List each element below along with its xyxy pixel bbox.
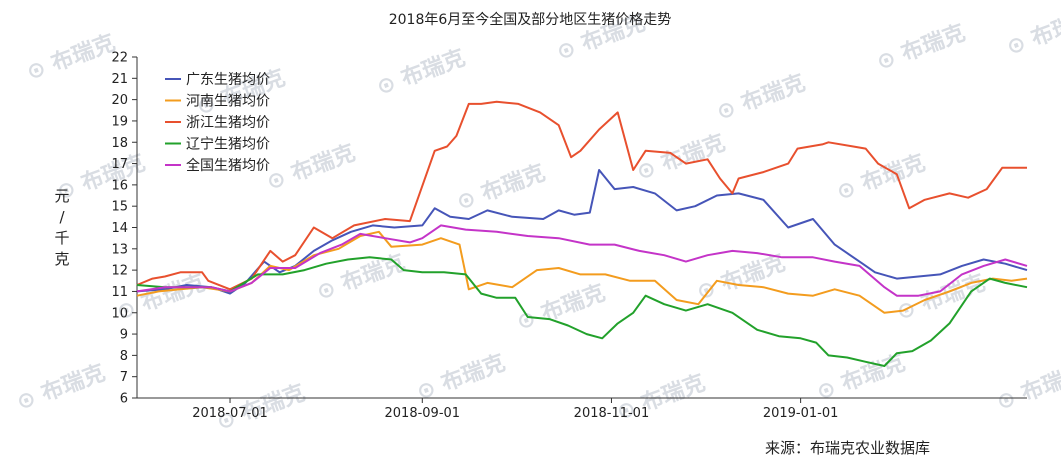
legend-label: 广东生猪均价 bbox=[186, 72, 270, 88]
y-axis: 6 7 8 9 10 11 12 13 14 15 16 17 18 19 20 21 22 bbox=[111, 51, 138, 407]
watermark-text: ⊙ 布瑞克 bbox=[13, 360, 108, 416]
legend-label: 辽宁生猪均价 bbox=[186, 136, 270, 153]
watermark-text: ⊙ 布瑞克 bbox=[513, 280, 608, 336]
legend-label: 全国生猪均价 bbox=[186, 157, 270, 174]
y-axis-label-char: / bbox=[59, 208, 65, 226]
watermark-text: ⊙ 布瑞克 bbox=[713, 70, 808, 126]
watermark-text: ⊙ 布瑞克 bbox=[693, 250, 788, 306]
x-tick-label: 2019-01-01 bbox=[763, 406, 839, 421]
chart-title: 2018年6月至今全国及部分地区生猪价格走势 bbox=[389, 11, 672, 28]
watermark-text: ⊙ 布瑞克 bbox=[453, 160, 548, 216]
y-axis-label-char: 千 bbox=[54, 229, 69, 247]
y-tick-label: 20 bbox=[111, 93, 128, 108]
watermark-text: ⊙ 布瑞克 bbox=[413, 350, 508, 406]
x-tick-label: 2018-09-01 bbox=[385, 406, 461, 421]
y-axis-label-char: 元 bbox=[54, 187, 69, 205]
y-tick-label: 6 bbox=[120, 392, 128, 407]
x-axis: 2018-07-01 2018-09-01 2018-11-01 2019-01-01 bbox=[137, 397, 1027, 421]
y-tick-label: 22 bbox=[111, 51, 128, 66]
source-note: 来源：布瑞克农业数据库 bbox=[765, 439, 930, 457]
x-tick-label: 2018-11-01 bbox=[574, 406, 650, 421]
series-line-3 bbox=[136, 256, 1028, 367]
y-tick-label: 19 bbox=[111, 114, 128, 129]
y-tick-label: 16 bbox=[111, 178, 128, 193]
series-line-1 bbox=[136, 230, 1028, 314]
legend-label: 浙江生猪均价 bbox=[186, 115, 270, 131]
y-tick-label: 10 bbox=[111, 306, 128, 321]
y-tick-label: 15 bbox=[111, 200, 128, 215]
y-tick-label: 9 bbox=[120, 328, 128, 343]
watermark-text: ⊙ 布瑞克 bbox=[23, 30, 118, 86]
series-line-4 bbox=[136, 224, 1028, 297]
watermark-layer: ⊙ 布瑞克⊙ 布瑞克 ⊙ 布瑞克⊙ 布瑞克⊙ 布瑞克⊙ 布瑞克 ⊙ 布瑞克⊙ 布瑞克… bbox=[13, 5, 1061, 436]
watermark-text: ⊙ 布瑞克 bbox=[633, 130, 728, 186]
y-tick-label: 21 bbox=[111, 72, 128, 87]
y-tick-label: 18 bbox=[111, 136, 128, 151]
watermark-text: ⊙ 布瑞克 bbox=[833, 150, 928, 206]
x-tick-label: 2018-07-01 bbox=[192, 406, 268, 421]
legend-label: 河南生猪均价 bbox=[186, 94, 270, 110]
y-tick-label: 11 bbox=[111, 285, 128, 300]
watermark-text: ⊙ 布瑞克 bbox=[1003, 5, 1061, 61]
y-tick-label: 7 bbox=[120, 370, 128, 385]
y-tick-label: 17 bbox=[111, 157, 128, 172]
y-tick-label: 8 bbox=[120, 349, 128, 364]
y-tick-label: 12 bbox=[111, 264, 128, 279]
watermark-text: ⊙ 布瑞克 bbox=[373, 45, 468, 101]
series-line-2 bbox=[136, 100, 1027, 291]
y-tick-label: 13 bbox=[111, 242, 128, 257]
watermark-text: ⊙ 布瑞克 bbox=[813, 350, 908, 406]
y-tick-label: 14 bbox=[111, 221, 128, 236]
y-axis-label: 元 / 千克 bbox=[54, 187, 69, 268]
series-lines bbox=[136, 100, 1028, 367]
watermark-text: ⊙ 布瑞克 bbox=[873, 20, 968, 76]
watermark-text: ⊙ 布瑞克 bbox=[263, 140, 358, 196]
y-axis-label-char: 克 bbox=[54, 250, 69, 268]
watermark-text: ⊙ 布瑞克 bbox=[993, 360, 1061, 416]
